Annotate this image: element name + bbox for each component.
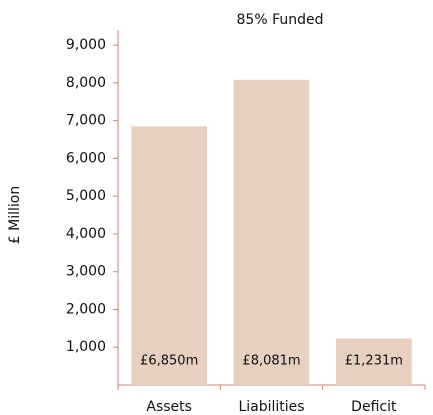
value-label: £6,850m [140, 354, 198, 369]
y-tick-label: 8,000 [66, 75, 106, 91]
x-tick-label: Deficit [351, 399, 397, 415]
bar [233, 79, 310, 386]
y-tick-label: 5,000 [66, 188, 106, 204]
x-tick-label: Liabilities [238, 399, 304, 415]
value-label: £1,231m [345, 354, 403, 369]
chart-title: 85% Funded [237, 12, 324, 28]
y-tick-label: 6,000 [66, 150, 106, 166]
bar [335, 338, 412, 385]
x-tick-label: Assets [146, 399, 192, 415]
bar [131, 126, 208, 385]
y-axis-label: £ Million [7, 186, 23, 244]
y-tick-label: 3,000 [66, 264, 106, 280]
y-tick-label: 2,000 [66, 301, 106, 317]
y-tick-label: 4,000 [66, 226, 106, 242]
value-label: £8,081m [242, 354, 300, 369]
y-tick-label: 7,000 [66, 113, 106, 129]
y-tick-label: 1,000 [66, 339, 106, 355]
y-tick-label: 9,000 [66, 37, 106, 53]
